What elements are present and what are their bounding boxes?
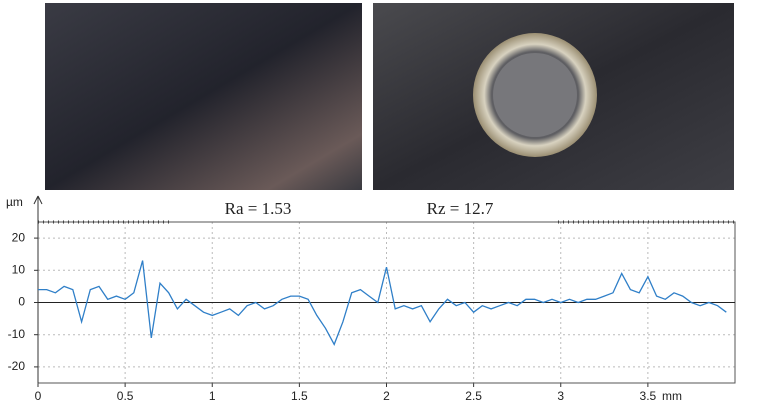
x-tick-label: 2	[383, 389, 390, 403]
y-tick-label: 20	[12, 230, 26, 244]
x-tick-label: 2.5	[465, 389, 482, 403]
x-tick-label: 0	[35, 389, 42, 403]
annotation: Ra = 1.53	[225, 199, 292, 218]
axis-arrow	[33, 195, 43, 205]
x-tick-label: 3	[557, 389, 564, 403]
y-tick-label: 10	[12, 262, 26, 276]
y-tick-label: -10	[8, 327, 26, 341]
y-tick-label: -20	[8, 359, 26, 373]
x-axis-label: mm	[662, 389, 682, 403]
x-tick-label: 1.5	[291, 389, 308, 403]
y-tick-label: 0	[18, 295, 25, 309]
x-tick-label: 1	[209, 389, 216, 403]
hole-inner	[493, 53, 577, 137]
x-tick-label: 3.5	[640, 389, 657, 403]
y-axis-label: µm	[6, 195, 23, 209]
profile-line	[38, 260, 727, 346]
x-tick-label: 0.5	[117, 389, 134, 403]
annotation: Rz = 12.7	[427, 199, 494, 218]
photo-left	[45, 3, 362, 190]
